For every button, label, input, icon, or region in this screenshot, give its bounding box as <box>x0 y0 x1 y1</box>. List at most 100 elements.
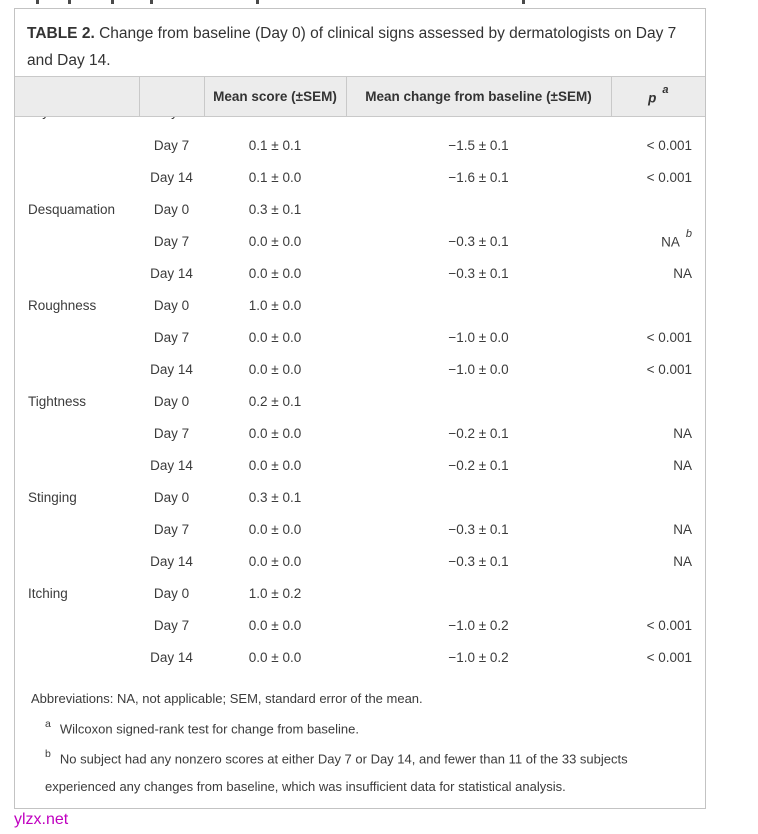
table-row: Day 14 0.0 ± 0.0 −1.0 ± 0.2 < 0.001 <box>15 641 705 673</box>
day-label: Day 14 <box>150 649 193 665</box>
mean-change-value: −0.3 ± 0.1 <box>448 521 509 537</box>
table-row: Stinging Day 0 0.3 ± 0.1 <box>15 481 705 513</box>
mean-score-value: 0.3 ± 0.1 <box>248 201 302 217</box>
p-value: < 0.001 <box>646 169 692 185</box>
p-value: < 0.001 <box>646 329 692 345</box>
sign-label <box>15 513 139 545</box>
mean-change-value: −1.0 ± 0.0 <box>448 329 509 345</box>
p-value: NA <box>673 265 692 281</box>
mean-change-value: −0.2 ± 0.1 <box>448 457 509 473</box>
day-label: Day 7 <box>153 617 190 633</box>
p-value: < 0.001 <box>646 617 692 633</box>
clipped-text-fragment <box>256 0 259 4</box>
sign-label: Stinging <box>28 489 77 505</box>
day-label: Day 0 <box>153 393 190 409</box>
mean-change-value: −0.3 ± 0.1 <box>448 553 509 569</box>
clipped-text-fragment <box>68 0 71 4</box>
sign-label: Dryness <box>28 117 139 121</box>
table-row: Itching Day 0 1.0 ± 0.2 <box>15 577 705 609</box>
sign-label <box>15 129 139 161</box>
p-value: < 0.001 <box>646 361 692 377</box>
p-value <box>611 385 705 417</box>
p-value: NA <box>673 457 692 473</box>
table-row: Day 14 0.0 ± 0.0 −0.3 ± 0.1 NA <box>15 545 705 577</box>
sign-label <box>15 545 139 577</box>
clinical-signs-table: Mean score (±SEM) Mean change from basel… <box>15 76 705 673</box>
day-label: Day 7 <box>153 425 190 441</box>
sign-label <box>15 449 139 481</box>
mean-change-value: −0.3 ± 0.1 <box>448 233 509 249</box>
day-label: Day 7 <box>153 137 190 153</box>
p-value: NA <box>673 425 692 441</box>
sign-label <box>15 321 139 353</box>
sign-label <box>15 161 139 193</box>
footnote-marker-b: b <box>45 748 51 761</box>
p-value: < 0.001 <box>646 649 692 665</box>
sign-label <box>15 353 139 385</box>
p-value: NAb <box>661 228 692 250</box>
p-value <box>611 481 705 513</box>
watermark: ylzx.net <box>14 811 69 828</box>
mean-change-value: −1.5 ± 0.1 <box>448 137 509 153</box>
mean-score-value: 1.0 ± 0.0 <box>248 297 302 313</box>
sign-label: Tightness <box>28 393 87 409</box>
day-label: Day 0 <box>153 585 190 601</box>
table-footnotes: Abbreviations: NA, not applicable; SEM, … <box>15 673 705 800</box>
p-value: NA <box>673 521 692 537</box>
table-row: Day 7 0.0 ± 0.0 −0.3 ± 0.1 NAb <box>15 225 705 257</box>
day-label: Day 0 <box>153 489 190 505</box>
table-panel: TABLE 2. Change from baseline (Day 0) of… <box>14 8 706 809</box>
mean-score-value: 0.0 ± 0.0 <box>248 361 302 377</box>
day-label: Day 7 <box>153 329 190 345</box>
clipped-text-fragment <box>150 0 153 4</box>
mean-score-value: 0.1 ± 0.1 <box>248 137 302 153</box>
mean-change-value <box>346 289 611 321</box>
day-label: Day 7 <box>153 521 190 537</box>
mean-change-value: −0.3 ± 0.1 <box>448 265 509 281</box>
mean-score-value: 0.0 ± 0.0 <box>248 649 302 665</box>
p-value <box>611 193 705 225</box>
sign-label: Itching <box>28 585 68 601</box>
mean-change-value <box>346 577 611 609</box>
table-row: Day 14 0.0 ± 0.0 −0.3 ± 0.1 NA <box>15 257 705 289</box>
mean-change-value: −1.6 ± 0.1 <box>448 169 509 185</box>
header-mean-change: Mean change from baseline (±SEM) <box>345 76 612 117</box>
table-number-label: TABLE 2. <box>27 25 95 42</box>
p-value: NA <box>673 553 692 569</box>
clipped-text-fragment <box>111 0 114 4</box>
mean-score-value: 0.2 ± 0.1 <box>248 393 302 409</box>
table-header-row: Mean score (±SEM) Mean change from basel… <box>15 76 705 117</box>
mean-score-value: 0.0 ± 0.0 <box>248 617 302 633</box>
footnote-b: b No subject had any nonzero scores at ei… <box>45 748 628 794</box>
mean-score-value: 0.0 ± 0.0 <box>248 329 302 345</box>
table-row: Desquamation Day 0 0.3 ± 0.1 <box>15 193 705 225</box>
mean-change-value <box>346 385 611 417</box>
mean-score-value: 0.0 ± 0.0 <box>248 425 302 441</box>
mean-score-value: 0.1 ± 0.0 <box>248 169 302 185</box>
sign-label: Roughness <box>28 297 97 313</box>
mean-score-value: 0.0 ± 0.0 <box>248 553 302 569</box>
sign-label <box>15 257 139 289</box>
mean-score-value: 0.3 ± 0.1 <box>248 489 302 505</box>
table-row: Roughness Day 0 1.0 ± 0.0 <box>15 289 705 321</box>
day-label: Day 14 <box>150 553 193 569</box>
table-row: Day 14 0.0 ± 0.0 −1.0 ± 0.0 < 0.001 <box>15 353 705 385</box>
header-sign <box>15 76 140 117</box>
day-label: Day 0 <box>153 297 190 313</box>
table-caption: TABLE 2. Change from baseline (Day 0) of… <box>15 9 705 76</box>
day-label: Day 7 <box>153 233 190 249</box>
mean-change-value: −0.2 ± 0.1 <box>448 425 509 441</box>
day-label: Day 14 <box>150 169 193 185</box>
p-value <box>611 289 705 321</box>
p-value: < 0.001 <box>646 137 692 153</box>
table-caption-text: Change from baseline (Day 0) of clinical… <box>27 25 677 69</box>
mean-change-value <box>346 193 611 225</box>
table-row-clipped: Dryness Day 0 <box>15 117 705 130</box>
day-label: Day 0 <box>139 117 204 121</box>
table-row: Day 7 0.0 ± 0.0 −1.0 ± 0.2 < 0.001 <box>15 609 705 641</box>
footnote-a: a Wilcoxon signed-rank test for change fr… <box>45 718 359 737</box>
clipped-text-fragment <box>36 0 39 4</box>
footnote-marker-b: b <box>685 228 692 241</box>
mean-score-value: 0.0 ± 0.0 <box>248 265 302 281</box>
day-label: Day 14 <box>150 265 193 281</box>
